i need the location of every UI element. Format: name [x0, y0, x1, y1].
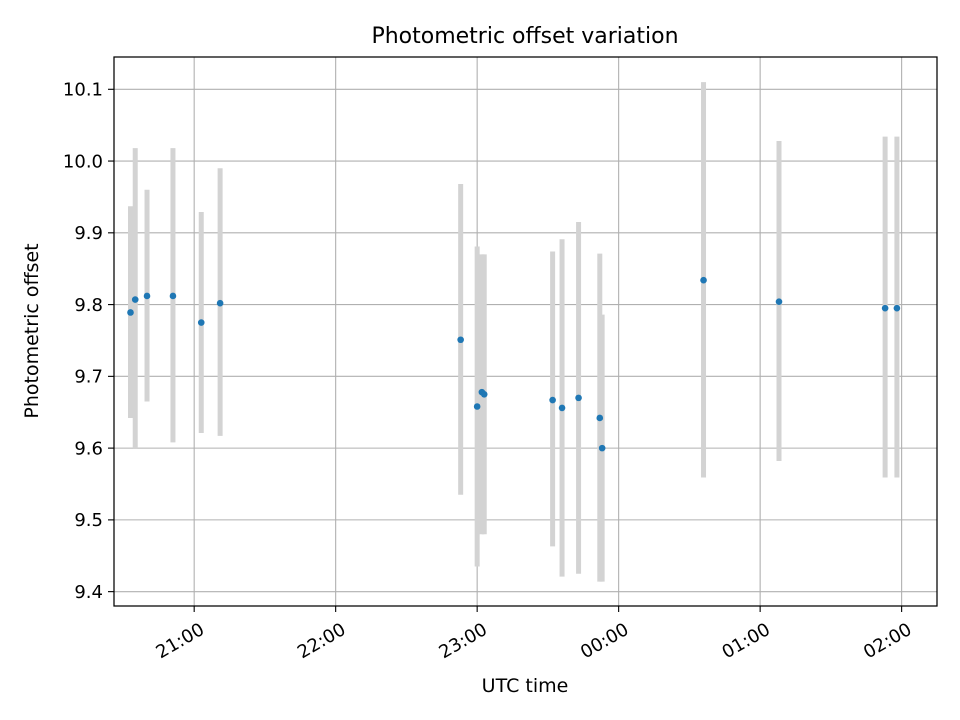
- data-point: [893, 304, 901, 312]
- x-axis-label: UTC time: [482, 675, 569, 697]
- y-tick-label: 9.5: [74, 510, 103, 531]
- data-point: [575, 394, 582, 402]
- data-point: [596, 414, 604, 422]
- data-point: [457, 336, 464, 344]
- data-point: [700, 276, 707, 284]
- plot-frame: [113, 56, 938, 607]
- data-point: [127, 309, 134, 316]
- chart-title: Photometric offset variation: [371, 24, 678, 49]
- data-point: [775, 298, 783, 306]
- data-points: [127, 276, 901, 452]
- y-axis-ticks: 9.4 9.5 9.6 9.7 9.8 9.9 10.0 10.1: [63, 80, 114, 603]
- y-axis-label: Photometric offset: [21, 243, 43, 418]
- y-tick-label: 10.0: [63, 151, 103, 172]
- data-point: [549, 396, 556, 404]
- data-point: [558, 404, 566, 412]
- y-tick-label: 9.8: [74, 295, 103, 316]
- y-tick-label: 9.7: [74, 367, 103, 388]
- data-point: [480, 390, 488, 398]
- y-tick-label: 9.9: [74, 223, 103, 244]
- y-tick-label: 9.6: [74, 438, 103, 459]
- y-tick-label: 9.4: [74, 582, 103, 603]
- data-point: [197, 319, 205, 326]
- data-point: [881, 304, 889, 312]
- data-point: [473, 403, 481, 410]
- data-point: [169, 292, 177, 300]
- data-point: [216, 299, 224, 307]
- data-point: [143, 292, 151, 300]
- data-point: [598, 444, 606, 452]
- data-point: [131, 296, 139, 303]
- y-tick-label: 10.1: [63, 80, 103, 101]
